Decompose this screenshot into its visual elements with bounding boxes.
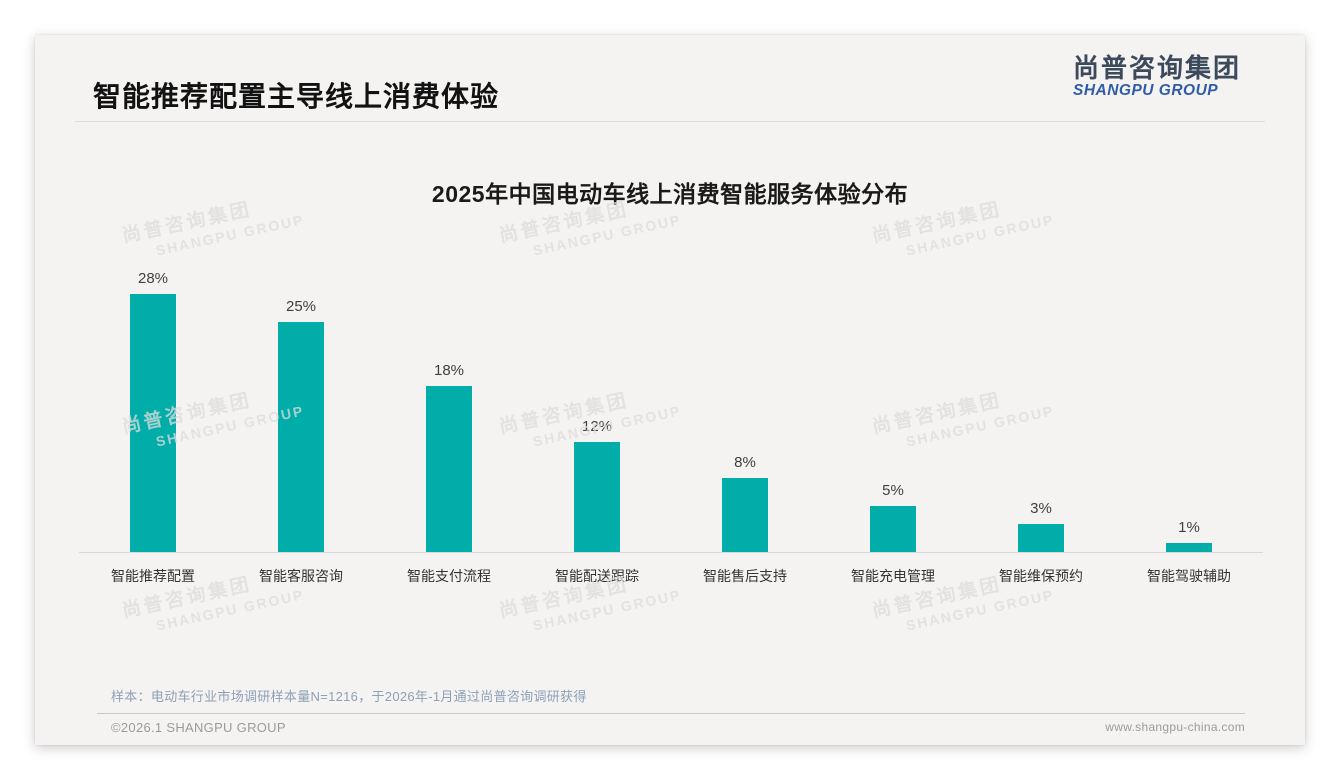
watermark-text-en: SHANGPU GROUP (531, 211, 683, 259)
bar-value-label: 12% (581, 418, 613, 435)
bar (426, 386, 472, 552)
watermark-text-en: SHANGPU GROUP (154, 586, 306, 634)
watermark-text-en: SHANGPU GROUP (904, 211, 1056, 259)
bar-value-label: 3% (1030, 500, 1052, 517)
bar-value-label: 28% (137, 270, 169, 287)
category-label: 智能充电管理 (851, 568, 935, 584)
chart-column: 25% 智能客服咨询 (227, 260, 375, 584)
company-logo: 尚普咨询集团 SHANGPU GROUP (1072, 53, 1241, 100)
footer-divider (97, 713, 1245, 714)
category-label: 智能支付流程 (407, 568, 491, 584)
chart-column: 18% 智能支付流程 (375, 260, 523, 584)
chart-column: 28% 智能推荐配置 (79, 260, 227, 584)
header-divider (75, 121, 1265, 122)
chart-column: 1% 智能驾驶辅助 (1115, 260, 1263, 584)
footer: ©2026.1 SHANGPU GROUP www.shangpu-china.… (111, 720, 1245, 735)
chart-column: 12% 智能配送跟踪 (523, 260, 671, 584)
bar-value-label: 25% (285, 298, 317, 315)
page-title: 智能推荐配置主导线上消费体验 (93, 81, 500, 112)
category-label: 智能维保预约 (999, 568, 1083, 584)
chart-column: 5% 智能充电管理 (819, 260, 967, 584)
bar (1166, 543, 1212, 552)
logo-text-en: SHANGPU GROUP (1072, 82, 1219, 100)
bar (130, 294, 176, 552)
chart-column: 8% 智能售后支持 (671, 260, 819, 584)
sample-note: 样本：电动车行业市场调研样本量N=1216，于2026年-1月通过尚普咨询调研获… (111, 689, 587, 704)
watermark-text-en: SHANGPU GROUP (904, 586, 1056, 634)
logo-text-cn: 尚普咨询集团 (1072, 53, 1241, 83)
watermark-text-en: SHANGPU GROUP (531, 586, 683, 634)
bar-value-label: 1% (1178, 519, 1200, 536)
bar (870, 506, 916, 552)
category-label: 智能驾驶辅助 (1147, 568, 1231, 584)
copyright-text: ©2026.1 SHANGPU GROUP (111, 720, 286, 735)
bar-value-label: 5% (882, 482, 904, 499)
watermark-text-en: SHANGPU GROUP (154, 211, 306, 259)
chart-column: 3% 智能维保预约 (967, 260, 1115, 584)
category-label: 智能客服咨询 (259, 568, 343, 584)
bar (574, 442, 620, 552)
bar (278, 322, 324, 552)
chart-plot-area: 28% 智能推荐配置 25% 智能客服咨询 18% 智能支付流程 12% 智能配送跟踪 8% 智能… (79, 260, 1263, 584)
category-label: 智能配送跟踪 (555, 568, 639, 584)
bar-value-label: 8% (734, 454, 756, 471)
slide: 智能推荐配置主导线上消费体验 尚普咨询集团 SHANGPU GROUP 2025… (35, 35, 1305, 745)
chart-title: 2025年中国电动车线上消费智能服务体验分布 (431, 181, 909, 207)
category-label: 智能推荐配置 (111, 568, 195, 584)
category-label: 智能售后支持 (703, 568, 787, 584)
bar-value-label: 18% (433, 362, 465, 379)
bar (1018, 524, 1064, 552)
bar (722, 478, 768, 552)
website-url: www.shangpu-china.com (1105, 720, 1245, 734)
